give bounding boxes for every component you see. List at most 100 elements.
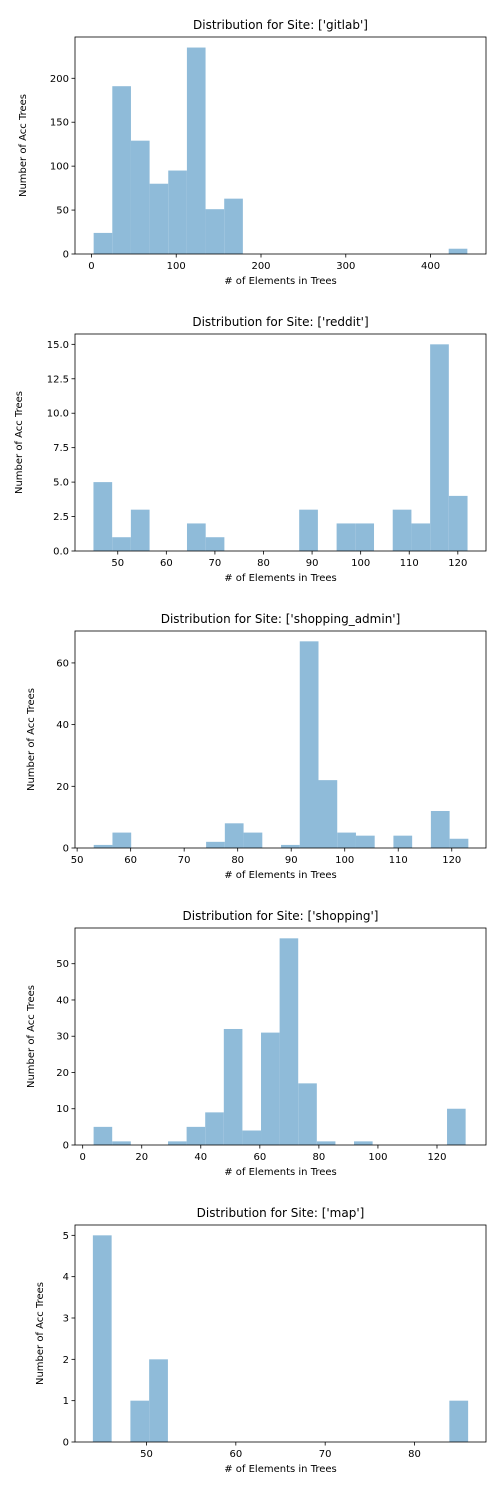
y-tick-label: 10.0 — [47, 409, 69, 420]
x-tick-label: 120 — [427, 1152, 446, 1163]
histogram-bar — [112, 1141, 131, 1145]
histogram-bar — [206, 841, 225, 848]
y-tick-label: 0.0 — [53, 547, 69, 558]
x-tick-label: 50 — [111, 558, 124, 569]
histogram-bar — [93, 232, 113, 254]
chart-title: Distribution for Site: ['map'] — [197, 1206, 365, 1220]
histogram-bar — [411, 523, 431, 551]
histogram-bar — [149, 183, 169, 254]
x-tick-label: 90 — [306, 558, 319, 569]
histogram-bar — [430, 344, 449, 551]
y-tick-label: 5.0 — [53, 478, 69, 489]
x-axis-label: # of Elements in Trees — [224, 1464, 337, 1475]
histogram-bar — [242, 1130, 262, 1145]
histogram-bar — [299, 641, 319, 848]
x-tick-label: 400 — [421, 261, 440, 272]
y-axis-label: Number of Acc Trees — [18, 94, 29, 197]
x-tick-label: 0 — [79, 1152, 85, 1163]
y-tick-label: 60 — [56, 658, 69, 669]
histogram-bar — [223, 1028, 243, 1145]
y-tick-label: 7.5 — [53, 443, 69, 454]
axes-frame — [74, 630, 487, 849]
histogram-bar — [149, 1359, 168, 1442]
histogram-bar — [93, 482, 113, 551]
y-tick-label: 40 — [56, 720, 69, 731]
y-tick-label: 40 — [56, 995, 69, 1006]
x-tick-label: 110 — [389, 855, 408, 866]
chart-panel-1: 0 100 200 300 400 0 50 100 150 200 Distribution fo… — [18, 18, 487, 287]
y-tick-label: 1 — [63, 1396, 69, 1407]
x-axis-label: # of Elements in Trees — [224, 1167, 337, 1178]
y-tick-label: 0 — [63, 844, 69, 855]
histogram-bar — [93, 1126, 113, 1145]
axes-frame — [74, 1224, 487, 1443]
y-tick-label: 150 — [50, 118, 69, 129]
x-tick-label: 60 — [160, 558, 173, 569]
chart-panel-5: 50 60 70 80 0 1 2 3 4 5 Distribution for Site: ['m… — [35, 1206, 487, 1475]
histogram-bar — [112, 537, 131, 551]
histogram-bar — [448, 495, 468, 551]
histogram-bar — [281, 844, 300, 848]
y-tick-label: 50 — [56, 959, 69, 970]
y-tick-label: 0 — [63, 1141, 69, 1152]
y-tick-label: 0 — [63, 1438, 69, 1449]
histogram-bar — [130, 140, 150, 254]
histogram-bar — [355, 835, 375, 848]
chart-title: Distribution for Site: ['gitlab'] — [193, 18, 368, 32]
chart-title: Distribution for Site: ['reddit'] — [192, 315, 368, 329]
histogram-bar — [93, 844, 113, 848]
x-tick-label: 80 — [231, 855, 244, 866]
axes-frame — [74, 333, 487, 552]
x-tick-label: 60 — [124, 855, 137, 866]
histogram-bar — [392, 509, 412, 551]
y-tick-label: 2 — [63, 1355, 69, 1366]
x-tick-label: 50 — [71, 855, 84, 866]
x-tick-label: 70 — [178, 855, 191, 866]
y-axis-label: Number of Acc Trees — [26, 688, 37, 791]
histogram-bar — [205, 537, 225, 551]
histogram-bar — [92, 1235, 112, 1442]
x-tick-label: 0 — [88, 261, 94, 272]
y-tick-label: 4 — [63, 1272, 69, 1283]
histogram-bar — [224, 823, 244, 848]
histogram-bar — [112, 832, 132, 848]
histogram-bar — [168, 1141, 187, 1145]
x-axis-label: # of Elements in Trees — [224, 870, 337, 881]
chart-panel-2: 50 60 70 80 90 100 110 120 0.0 2.5 5.0 7.5 10.0 12.5 1… — [14, 315, 487, 584]
histogram-bar — [130, 509, 150, 551]
y-tick-label: 100 — [50, 162, 69, 173]
y-axis-label: Number of Acc Trees — [35, 1282, 46, 1385]
histogram-bar — [299, 509, 318, 551]
x-tick-label: 50 — [140, 1449, 153, 1460]
histogram-bar — [243, 832, 263, 848]
y-axis-label: Number of Acc Trees — [14, 391, 25, 494]
histogram-bar — [318, 780, 338, 848]
histogram-bar — [393, 835, 413, 848]
x-tick-label: 110 — [400, 558, 419, 569]
histogram-bar — [449, 1400, 469, 1442]
x-axis-label: # of Elements in Trees — [224, 276, 337, 287]
y-tick-label: 15.0 — [47, 340, 69, 351]
x-tick-label: 80 — [257, 558, 270, 569]
histogram-bar — [224, 198, 243, 254]
histogram-bar — [336, 523, 356, 551]
chart-title: Distribution for Site: ['shopping_admin'… — [161, 612, 401, 626]
y-axis-label: Number of Acc Trees — [26, 985, 37, 1088]
axes-frame — [74, 36, 487, 255]
y-tick-label: 12.5 — [47, 374, 69, 385]
y-tick-label: 30 — [56, 1032, 69, 1043]
histogram-bar — [205, 1112, 224, 1145]
x-tick-label: 60 — [253, 1152, 266, 1163]
x-tick-label: 100 — [335, 855, 354, 866]
histogram-bar — [447, 1108, 466, 1145]
y-tick-label: 20 — [56, 1068, 69, 1079]
x-tick-label: 70 — [319, 1449, 332, 1460]
histogram-bar — [354, 1141, 373, 1145]
histogram-bar — [112, 86, 131, 254]
histogram-bar — [448, 248, 468, 254]
x-tick-label: 60 — [229, 1449, 242, 1460]
y-tick-label: 200 — [50, 74, 69, 85]
histogram-bar — [430, 810, 450, 848]
